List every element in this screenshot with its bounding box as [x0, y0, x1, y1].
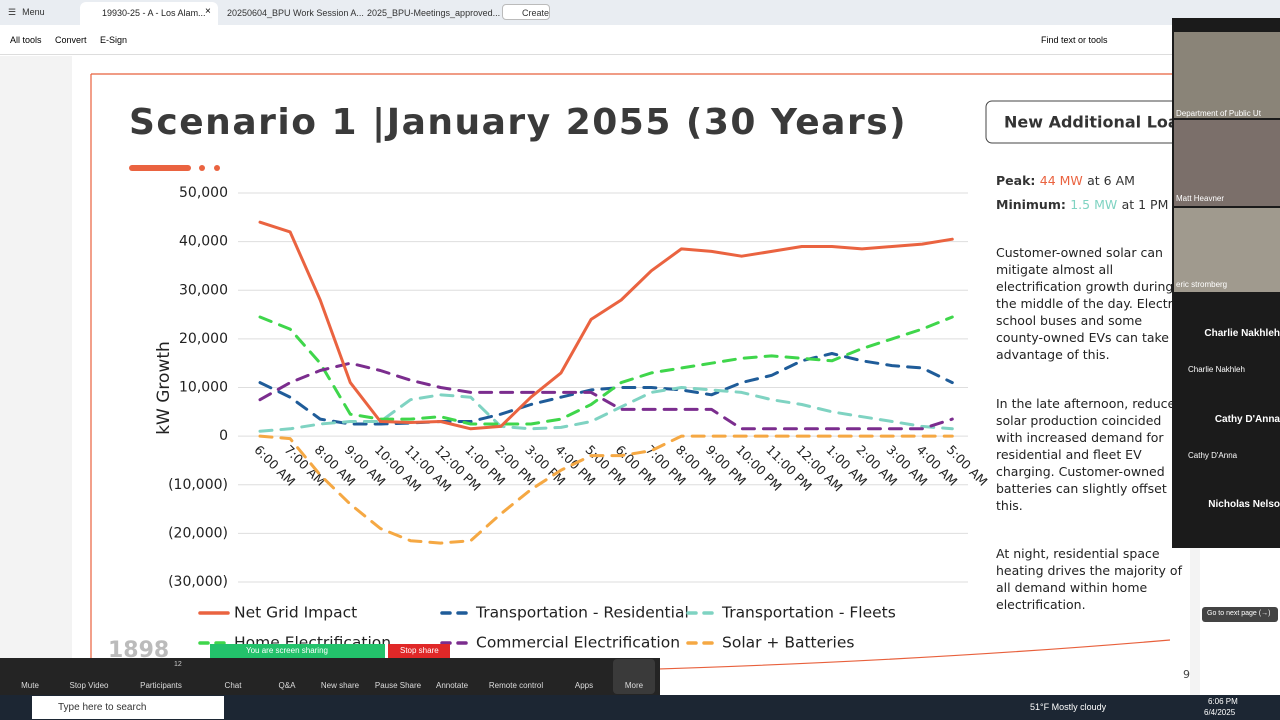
- tab[interactable]: 19930-25 - A - Los Alam...: [102, 8, 206, 18]
- tooltip-box: [1202, 607, 1278, 622]
- series-line: [258, 386, 954, 433]
- legend-label: Commercial Electrification: [476, 634, 680, 652]
- y-tick-label: 10,000: [179, 380, 228, 396]
- tool[interactable]: E-Sign: [100, 35, 128, 45]
- series-line: [258, 220, 954, 431]
- accent: [129, 165, 191, 171]
- video-tile: [1174, 120, 1280, 206]
- minimum: Minimum: 1.5 MW at 1 PM: [996, 197, 1169, 212]
- video-tile: [1174, 208, 1280, 292]
- tab[interactable]: 20250604_BPU Work Session A...: [227, 8, 364, 18]
- close[interactable]: ×: [205, 6, 211, 17]
- zoom-button[interactable]: New share: [320, 681, 360, 690]
- create[interactable]: Create: [522, 8, 550, 18]
- sharing: You are screen sharing: [246, 646, 328, 655]
- series-line: [258, 434, 954, 545]
- date: 6/4/2025: [1204, 708, 1236, 717]
- badge: New Additional Load: [1004, 113, 1190, 132]
- create-button[interactable]: [502, 4, 550, 20]
- zoom-toolbar: [0, 658, 660, 695]
- y-tick-label: (20,000): [168, 525, 228, 541]
- toolbar: [0, 25, 1175, 55]
- tool[interactable]: All tools: [10, 35, 42, 45]
- page: [72, 56, 1190, 695]
- y-tick-label: (30,000): [168, 574, 228, 590]
- slide-title: Scenario 1 |January 2055 (30 Years): [129, 102, 907, 143]
- zoom-button[interactable]: Pause Share: [374, 681, 422, 690]
- video-tile: [1174, 32, 1280, 118]
- series-line: [258, 361, 954, 431]
- y-tick-label: 0: [219, 428, 228, 444]
- tooltip: Go to next page (→): [1207, 610, 1271, 617]
- zoom-button[interactable]: Annotate: [435, 681, 469, 690]
- y-tick-label: 20,000: [179, 331, 228, 347]
- legend-label: Transportation - Fleets: [721, 604, 896, 622]
- participant-count: 12: [174, 661, 182, 668]
- zoom-button[interactable]: Apps: [574, 681, 594, 690]
- zoom-button[interactable]: Stop Video: [69, 681, 109, 690]
- participant-name: Charlie Nakhleh: [1188, 365, 1245, 374]
- menu[interactable]: ☰ Menu: [8, 7, 45, 17]
- paragraph: In the late afternoon, reduced solar pro…: [996, 396, 1184, 513]
- participant-tile: Charlie Nakhleh: [1204, 328, 1280, 339]
- zoom-button[interactable]: Participants: [140, 681, 182, 690]
- y-axis-label: kW Growth: [154, 341, 174, 435]
- zoom-button[interactable]: Q&A: [278, 681, 296, 690]
- search[interactable]: Type here to search: [58, 702, 147, 713]
- legend-label: Net Grid Impact: [234, 604, 357, 622]
- stop-share-button[interactable]: [388, 644, 450, 658]
- paragraph: Customer-owned solar can mitigate almost…: [996, 245, 1184, 362]
- stop-share[interactable]: Stop share: [400, 646, 439, 655]
- zoom-button[interactable]: Remote control: [488, 681, 544, 690]
- y-tick-label: 50,000: [179, 185, 228, 201]
- series-line: [258, 315, 954, 426]
- accent: [214, 165, 220, 171]
- participant-name: Cathy D'Anna: [1188, 451, 1238, 460]
- page-number: 9: [1183, 668, 1190, 681]
- clock: 6:06 PM: [1208, 697, 1238, 706]
- peak: Peak: 44 MW at 6 AM: [996, 173, 1135, 188]
- zoom-button[interactable]: Chat: [224, 681, 242, 690]
- y-tick-label: (10,000): [168, 477, 228, 493]
- active-tab[interactable]: [80, 2, 218, 25]
- weather: 51°F Mostly cloudy: [1030, 702, 1107, 712]
- series-line: [258, 352, 954, 426]
- participant-name: Department of Public Ut: [1176, 109, 1261, 118]
- tab[interactable]: 2025_BPU-Meetings_approved...: [367, 8, 501, 18]
- zoom-button[interactable]: More: [624, 681, 644, 690]
- more-highlight: [613, 659, 655, 694]
- zoom-button[interactable]: Mute: [21, 681, 39, 690]
- paragraph: At night, residential space heating driv…: [996, 546, 1182, 612]
- accent: [199, 165, 205, 171]
- participant-name: eric stromberg: [1176, 280, 1228, 289]
- y-tick-label: 30,000: [179, 282, 228, 298]
- legend-label: Solar + Batteries: [722, 634, 854, 652]
- sharing-banner: [210, 644, 385, 658]
- find[interactable]: Find text or tools: [1041, 35, 1108, 45]
- search-box[interactable]: [32, 696, 224, 719]
- tool[interactable]: Convert: [55, 35, 87, 45]
- participant-tile: Cathy D'Anna: [1214, 414, 1280, 425]
- participant-tile: Nicholas Nelso: [1208, 499, 1280, 510]
- legend-label: Transportation - Residential: [475, 604, 689, 622]
- participant-name: Matt Heavner: [1176, 194, 1225, 203]
- y-tick-label: 40,000: [179, 234, 228, 250]
